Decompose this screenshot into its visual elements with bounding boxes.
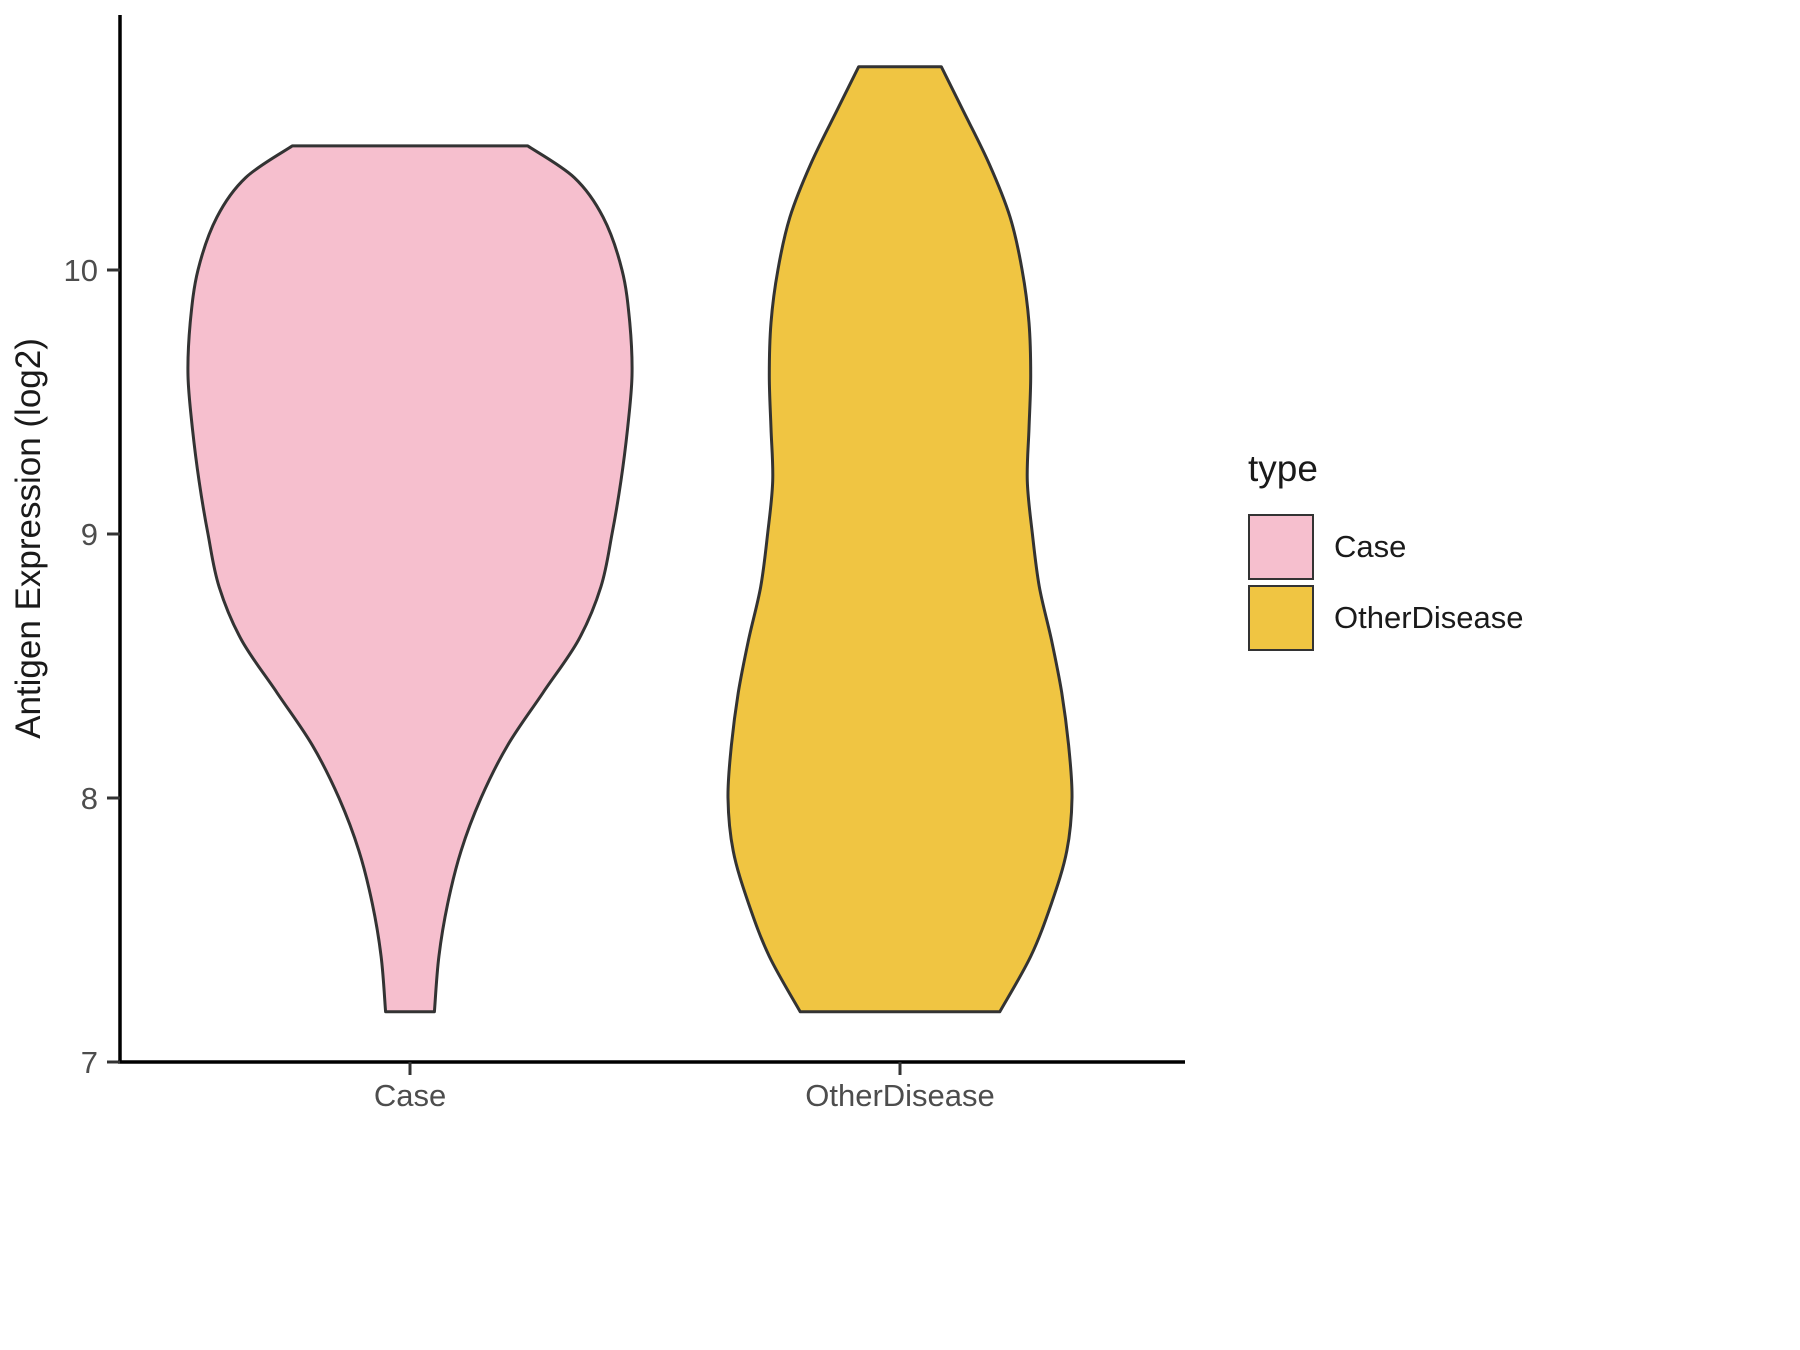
legend-swatch-otherdisease (1248, 585, 1314, 651)
y-tick-label: 9 (81, 517, 98, 552)
violin-case (186, 144, 634, 1014)
y-tick-label: 8 (81, 781, 98, 816)
legend-title: type (1248, 448, 1318, 489)
y-tick-label: 7 (81, 1045, 98, 1080)
y-tick-label: 10 (64, 253, 98, 288)
violin-otherdisease (726, 65, 1074, 1014)
legend-swatch-case (1248, 514, 1314, 580)
legend-item-case: Case (1248, 514, 1524, 580)
legend: type Case OtherDisease (1248, 448, 1524, 656)
legend-label-case: Case (1334, 529, 1407, 564)
y-axis-title: Antigen Expression (log2) (9, 338, 48, 739)
x-tick-label-otherdisease: OtherDisease (805, 1078, 995, 1113)
legend-label-otherdisease: OtherDisease (1334, 600, 1524, 635)
x-tick-label-case: Case (374, 1078, 446, 1113)
legend-item-otherdisease: OtherDisease (1248, 585, 1524, 651)
